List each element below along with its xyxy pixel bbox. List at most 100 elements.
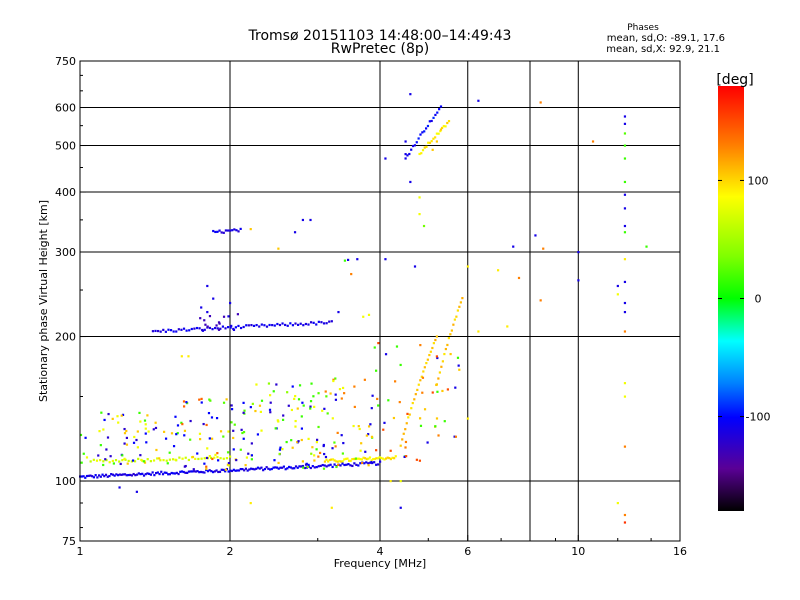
data-point [184, 471, 187, 474]
data-point [343, 463, 346, 467]
data-point [329, 463, 332, 466]
data-point [203, 457, 206, 460]
data-point [302, 466, 305, 469]
data-point [113, 474, 116, 477]
data-point [409, 93, 412, 96]
data-point [199, 438, 202, 441]
data-point [165, 459, 168, 462]
data-point [277, 461, 280, 465]
data-point [297, 323, 300, 326]
data-point [399, 480, 402, 483]
data-point [406, 154, 409, 157]
data-point [432, 116, 435, 119]
data-point [309, 400, 313, 403]
data-point [154, 471, 158, 475]
data-point [394, 380, 397, 383]
data-point [130, 474, 134, 477]
data-point [152, 459, 156, 462]
data-point [123, 442, 126, 445]
data-point [84, 436, 87, 439]
data-point [159, 330, 162, 333]
data-point [100, 411, 103, 414]
data-point [181, 423, 184, 426]
data-point [421, 391, 424, 394]
data-point [260, 466, 263, 469]
data-point [162, 459, 165, 462]
data-point [259, 410, 262, 413]
data-point [172, 472, 175, 475]
y-tick-label: 600 [55, 102, 76, 115]
data-point [267, 467, 270, 470]
data-point [323, 452, 326, 456]
data-point [577, 279, 580, 282]
data-point [623, 513, 627, 517]
data-point [174, 415, 177, 418]
data-point [162, 328, 165, 331]
data-point [208, 469, 211, 472]
data-point [317, 455, 320, 458]
data-point [179, 470, 182, 473]
data-point [102, 428, 105, 431]
data-point [337, 463, 340, 466]
data-point [437, 132, 440, 135]
data-point [383, 421, 386, 424]
data-point [211, 470, 215, 474]
data-point [435, 417, 439, 420]
data-point [338, 388, 342, 391]
data-point [291, 385, 294, 388]
data-point [216, 327, 219, 330]
data-point [496, 269, 500, 272]
data-point [419, 344, 422, 347]
data-point [454, 435, 457, 438]
data-point [389, 457, 393, 461]
data-point [206, 325, 209, 328]
data-point [210, 416, 214, 419]
data-point [360, 442, 363, 445]
data-point [449, 333, 452, 336]
data-point [146, 472, 149, 475]
data-point [426, 124, 430, 128]
data-point [309, 321, 313, 324]
data-point [422, 224, 426, 228]
data-point [142, 474, 146, 477]
data-point [135, 490, 138, 493]
data-point [461, 297, 464, 300]
data-point [213, 470, 216, 473]
data-point [517, 276, 521, 280]
data-point [420, 375, 423, 378]
data-point [389, 480, 392, 483]
data-point [279, 446, 282, 449]
data-point [127, 459, 130, 463]
data-point [370, 459, 373, 462]
data-point [315, 466, 318, 469]
data-point [417, 137, 420, 140]
data-point [198, 398, 201, 401]
data-point [144, 432, 147, 435]
data-point [370, 407, 373, 410]
data-point [290, 439, 293, 442]
data-point [222, 435, 225, 438]
data-point [190, 327, 193, 331]
data-point [125, 474, 128, 477]
data-point [369, 423, 372, 426]
data-point [425, 361, 428, 365]
data-point [313, 459, 316, 462]
data-point [373, 457, 376, 461]
data-point [325, 465, 328, 468]
data-point [435, 355, 439, 358]
data-point [358, 427, 361, 431]
data-point [441, 360, 444, 363]
data-point [89, 460, 92, 463]
data-point [411, 144, 415, 148]
data-point [194, 457, 197, 460]
data-point [375, 463, 378, 466]
data-point [294, 394, 297, 398]
data-point [116, 474, 120, 477]
data-point [330, 320, 333, 323]
data-point [432, 137, 435, 140]
data-point [354, 457, 358, 460]
data-point [317, 320, 320, 323]
data-point [326, 412, 329, 415]
data-point [310, 382, 313, 385]
data-point [404, 140, 407, 143]
